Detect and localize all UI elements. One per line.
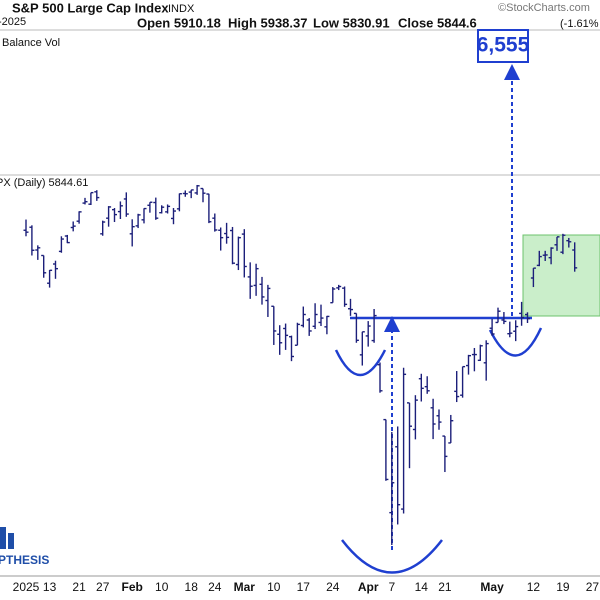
x-tick-label: Mar <box>234 580 256 594</box>
x-tick-label: 13 <box>43 580 57 594</box>
symbol: INDX <box>168 3 195 15</box>
x-tick-label: 2025 <box>13 580 40 594</box>
x-tick-label: Feb <box>122 580 143 594</box>
quote: Low 5830.91 <box>313 15 390 30</box>
x-tick-label: 27 <box>96 580 110 594</box>
logo-icon <box>0 527 6 549</box>
x-tick-label: 19 <box>556 580 570 594</box>
x-tick-label: 24 <box>326 580 340 594</box>
quote: High 5938.37 <box>228 15 308 30</box>
target-label: 6,555 <box>477 34 530 57</box>
x-tick-label: May <box>480 580 504 594</box>
logo-text: PTHESIS <box>0 553 49 567</box>
x-tick-label: 14 <box>415 580 429 594</box>
x-tick-label: Apr <box>358 580 379 594</box>
arrow-head <box>504 64 520 80</box>
x-tick-label: 10 <box>267 580 281 594</box>
title: S&P 500 Large Cap Index <box>12 0 169 15</box>
indicator-label: Balance Vol <box>2 37 60 49</box>
right-shoulder <box>488 327 543 357</box>
head <box>341 539 443 574</box>
x-tick-label: 10 <box>155 580 169 594</box>
price-legend: PX (Daily) 5844.61 <box>0 177 88 189</box>
quote: Close 5844.6 <box>398 15 477 30</box>
date: -2025 <box>0 16 26 28</box>
x-tick-label: 12 <box>527 580 541 594</box>
x-tick-label: 7 <box>388 580 395 594</box>
quote: Open 5910.18 <box>137 15 221 30</box>
logo-icon <box>8 533 14 549</box>
x-tick-label: 21 <box>438 580 452 594</box>
target-box <box>522 234 600 317</box>
x-tick-label: 24 <box>208 580 222 594</box>
watermark: ©StockCharts.com <box>498 2 590 14</box>
change: (-1.61% <box>560 18 599 30</box>
x-tick-label: 17 <box>297 580 311 594</box>
left-shoulder <box>334 349 387 377</box>
x-tick-label: 27 <box>586 580 600 594</box>
x-tick-label: 21 <box>72 580 86 594</box>
arrow-head <box>384 316 400 332</box>
x-tick-label: 18 <box>185 580 199 594</box>
target-box-label <box>477 29 529 63</box>
